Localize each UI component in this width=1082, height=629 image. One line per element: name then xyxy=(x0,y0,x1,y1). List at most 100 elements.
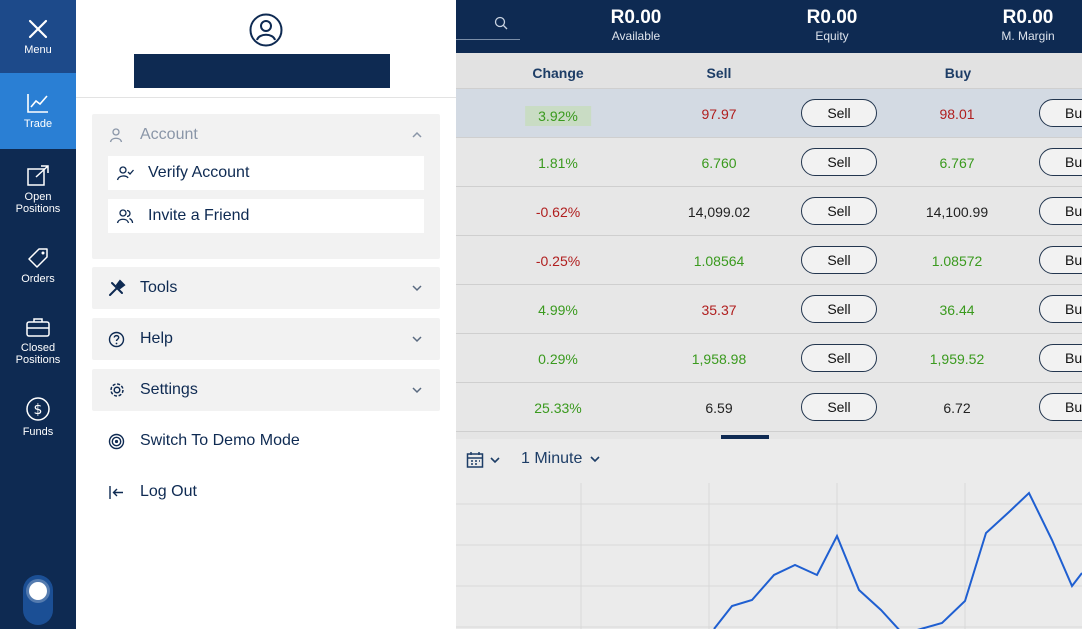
table-row[interactable]: 1.81% 6.760 Sell 6.767 Bu xyxy=(456,138,1082,187)
calendar-icon xyxy=(466,452,484,468)
help-section[interactable]: Help xyxy=(92,318,440,360)
change-value: 25.33% xyxy=(534,400,582,416)
help-label: Help xyxy=(140,330,173,347)
user-check-icon xyxy=(116,166,134,181)
nav-menu-label: Menu xyxy=(24,43,52,56)
table-row[interactable]: -0.62% 14,099.02 Sell 14,100.99 Bu xyxy=(456,187,1082,236)
dollar-circle-icon: $ xyxy=(26,397,50,421)
nav-open-positions[interactable]: Open Positions xyxy=(0,160,76,220)
chevron-down-icon xyxy=(412,336,422,343)
buy-button[interactable]: Bu xyxy=(1039,148,1082,176)
gear-icon xyxy=(110,383,124,397)
buy-price: 6.767 xyxy=(939,155,975,171)
available-value: R0.00 xyxy=(610,7,662,28)
invite-friend-label: Invite a Friend xyxy=(148,207,250,224)
target-icon xyxy=(108,433,125,449)
sell-button[interactable]: Sell xyxy=(801,344,877,372)
switch-demo-mode[interactable]: Switch To Demo Mode xyxy=(92,420,440,462)
change-value: -0.25% xyxy=(535,253,581,269)
sell-button[interactable]: Sell xyxy=(801,295,877,323)
nav-funds[interactable]: $ Funds xyxy=(0,394,76,440)
sun-icon xyxy=(29,582,47,600)
table-row[interactable]: 3.92% 97.97 Sell 98.01 Bu xyxy=(456,89,1082,138)
verify-account-label: Verify Account xyxy=(148,164,250,181)
available-label: Available xyxy=(611,29,661,43)
sell-button[interactable]: Sell xyxy=(801,197,877,225)
stat-equity: R0.00 Equity xyxy=(792,7,872,43)
price-plot xyxy=(456,483,1082,629)
table-row[interactable]: -0.25% 1.08564 Sell 1.08572 Bu xyxy=(456,236,1082,285)
search-icon[interactable] xyxy=(494,16,508,30)
nav-trade[interactable]: Trade xyxy=(0,73,76,149)
tools-row: Tools xyxy=(92,267,440,309)
nav-orders-label: Orders xyxy=(21,273,55,285)
buy-button[interactable]: Bu xyxy=(1039,295,1082,323)
open-positions-icon xyxy=(27,165,49,186)
chevron-down-icon xyxy=(412,387,422,394)
verify-account-item[interactable]: Verify Account xyxy=(108,156,424,190)
change-value: 3.92% xyxy=(525,106,591,126)
settings-label: Settings xyxy=(140,381,198,398)
user-avatar-icon[interactable] xyxy=(249,13,283,47)
svg-text:$: $ xyxy=(34,402,43,418)
search-input[interactable] xyxy=(456,39,520,40)
equity-label: Equity xyxy=(815,29,849,43)
account-header: R0.00 Available R0.00 Equity R0.00 M. Ma… xyxy=(456,0,1082,53)
user-name-bar xyxy=(134,54,390,88)
change-value: 4.99% xyxy=(538,302,578,318)
change-value: 1.81% xyxy=(538,155,578,171)
nav-menu[interactable]: Menu xyxy=(0,0,76,73)
sell-price: 6.59 xyxy=(705,400,733,416)
stat-available: R0.00 Available xyxy=(596,7,676,43)
nav-trade-label: Trade xyxy=(23,118,53,130)
buy-price: 36.44 xyxy=(939,302,975,318)
sell-price: 1,958.98 xyxy=(691,351,747,367)
chevron-down-icon xyxy=(590,456,600,463)
help-row: Help xyxy=(92,318,440,360)
nav-open-label-1: Open xyxy=(24,191,52,203)
chevron-up-icon xyxy=(412,131,422,138)
buy-button[interactable]: Bu xyxy=(1039,197,1082,225)
nav-funds-label: Funds xyxy=(22,426,54,438)
buy-button[interactable]: Bu xyxy=(1039,246,1082,274)
change-value: 0.29% xyxy=(538,351,578,367)
price-line xyxy=(713,491,1082,629)
logout-label: Log Out xyxy=(140,483,197,500)
logout-icon xyxy=(109,485,123,499)
invite-friend-item[interactable]: Invite a Friend xyxy=(108,199,424,233)
log-out[interactable]: Log Out xyxy=(92,471,440,513)
buy-button[interactable]: Bu xyxy=(1039,99,1082,127)
panel-resize-handle[interactable] xyxy=(721,435,769,439)
tools-label: Tools xyxy=(140,279,178,296)
instruments-table: 3.92% 97.97 Sell 98.01 Bu 1.81% 6.760 Sell 6.767… xyxy=(456,89,1082,433)
sell-button[interactable]: Sell xyxy=(801,99,877,127)
margin-label: M. Margin xyxy=(1001,29,1055,43)
buy-button[interactable]: Bu xyxy=(1039,393,1082,421)
sell-button[interactable]: Sell xyxy=(801,148,877,176)
stat-margin: R0.00 M. Margin xyxy=(988,7,1068,43)
account-label: Account xyxy=(140,126,198,143)
buy-button[interactable]: Bu xyxy=(1039,344,1082,372)
buy-price: 1,959.52 xyxy=(929,351,985,367)
tools-section[interactable]: Tools xyxy=(92,267,440,309)
nav-orders[interactable]: Orders xyxy=(0,244,76,288)
sell-button[interactable]: Sell xyxy=(801,393,877,421)
sell-button[interactable]: Sell xyxy=(801,246,877,274)
table-row[interactable]: 0.29% 1,958.98 Sell 1,959.52 Bu xyxy=(456,334,1082,383)
date-picker[interactable] xyxy=(466,451,502,469)
nav-closed-positions[interactable]: Closed Positions xyxy=(0,314,76,368)
users-icon xyxy=(116,209,134,224)
buy-price: 1.08572 xyxy=(931,253,983,269)
theme-toggle[interactable] xyxy=(23,575,53,625)
settings-section[interactable]: Settings xyxy=(92,369,440,411)
table-row[interactable]: 4.99% 35.37 Sell 36.44 Bu xyxy=(456,285,1082,334)
profile-header xyxy=(76,0,456,98)
timeframe-select[interactable]: 1 Minute xyxy=(521,450,602,468)
table-row[interactable]: 25.33% 6.59 Sell 6.72 Bu xyxy=(456,383,1082,432)
buy-price: 14,100.99 xyxy=(925,204,989,220)
sell-price: 35.37 xyxy=(701,302,737,318)
chevron-down-icon xyxy=(412,285,422,292)
sell-price: 97.97 xyxy=(701,106,737,122)
briefcase-icon xyxy=(26,318,50,337)
account-toggle[interactable]: Account xyxy=(92,114,440,156)
